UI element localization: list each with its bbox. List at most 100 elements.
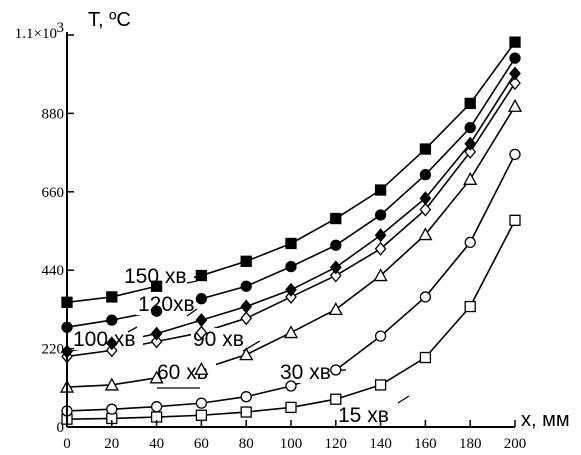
series-label-background	[278, 361, 339, 383]
series-label-leader	[186, 308, 198, 317]
series-label-background	[71, 328, 143, 350]
data-point	[150, 401, 163, 413]
data-point	[285, 260, 297, 273]
series-label-leader	[397, 395, 410, 404]
data-point	[285, 282, 297, 297]
y-tick-label: 440	[42, 263, 65, 279]
series-label-background	[336, 404, 397, 426]
x-tick-label: 120	[325, 436, 348, 452]
y-tick-superscript: 3	[57, 20, 65, 36]
data-point	[240, 406, 252, 418]
data-point	[419, 291, 432, 303]
y-tick-label: 0	[57, 420, 65, 436]
data-point	[106, 314, 118, 326]
data-point	[419, 143, 432, 155]
data-point	[374, 330, 387, 342]
data-point	[374, 209, 387, 221]
data-point	[509, 148, 521, 161]
x-tick-label: 180	[459, 436, 482, 452]
series-label: 15 хв	[338, 404, 389, 427]
data-point	[195, 313, 208, 328]
series-label-leader	[186, 280, 198, 284]
data-point	[105, 336, 118, 351]
axes	[66, 32, 516, 428]
series-label: 100 хв	[73, 328, 136, 351]
data-point	[464, 122, 476, 134]
x-tick-label: 0	[63, 436, 71, 452]
x-tick-label: 140	[369, 436, 392, 452]
series-label: 60 хв	[157, 361, 208, 384]
data-point	[150, 280, 163, 292]
data-point	[104, 377, 119, 391]
data-point	[239, 347, 254, 361]
data-point	[464, 236, 476, 249]
data-point	[285, 380, 297, 392]
data-point	[464, 300, 476, 313]
data-point	[329, 260, 342, 275]
tick-labels: 0 220 440 660 880 1.1×10 3 0 20 40 60 80 100 120 140 16…	[15, 20, 526, 452]
data-point	[374, 241, 387, 256]
y-tick-label: 1.1×10	[15, 26, 57, 42]
y-axis-title: T, ºC	[88, 9, 131, 31]
data-point	[194, 361, 209, 375]
data-point	[195, 269, 208, 282]
data-point	[330, 364, 342, 376]
x-tick-label: 160	[414, 436, 437, 452]
data-point	[419, 202, 432, 217]
series-markers	[59, 36, 523, 425]
data-point	[329, 268, 342, 283]
data-point	[106, 403, 118, 415]
data-point	[150, 334, 163, 349]
data-point	[285, 401, 297, 414]
data-point	[509, 214, 521, 226]
data-point	[106, 291, 118, 303]
data-point	[419, 169, 432, 181]
data-point	[330, 212, 342, 225]
x-tick-label: 60	[194, 436, 209, 452]
series-label-leader	[127, 326, 138, 333]
data-point	[509, 52, 521, 64]
y-tick-label: 660	[42, 185, 65, 201]
series-label: 30 хв	[280, 361, 331, 384]
data-point	[328, 302, 343, 316]
data-point	[195, 397, 208, 409]
data-point	[418, 227, 433, 241]
x-tick-label: 40	[149, 436, 164, 452]
data-point	[150, 326, 163, 341]
data-point	[419, 191, 432, 206]
x-tick-label: 20	[104, 436, 119, 452]
data-point	[374, 379, 387, 391]
data-point	[240, 391, 252, 403]
data-point	[150, 305, 163, 317]
series-label: 120хв	[138, 293, 195, 316]
data-point	[195, 325, 208, 340]
data-point	[149, 370, 164, 384]
data-point	[330, 393, 342, 405]
data-point	[509, 76, 521, 91]
data-point	[240, 311, 253, 326]
series-label-background	[122, 265, 194, 287]
data-point	[509, 36, 521, 48]
data-point	[240, 255, 252, 267]
data-point	[330, 239, 342, 251]
data-point	[419, 351, 432, 364]
data-point	[374, 184, 387, 196]
y-tick-label: 220	[42, 342, 65, 358]
data-point	[374, 228, 387, 243]
x-tick-label: 80	[239, 436, 254, 452]
series-label: 150 хв	[124, 265, 187, 288]
data-point	[285, 237, 297, 250]
data-point	[507, 98, 523, 112]
data-point	[509, 66, 521, 81]
data-point	[463, 171, 478, 185]
data-point	[464, 136, 477, 151]
data-point	[195, 409, 208, 421]
data-point	[464, 97, 476, 110]
data-point	[464, 144, 477, 159]
data-point	[195, 293, 208, 305]
x-tick-label: 200	[504, 436, 527, 452]
data-point	[105, 343, 118, 358]
data-point	[240, 299, 253, 314]
